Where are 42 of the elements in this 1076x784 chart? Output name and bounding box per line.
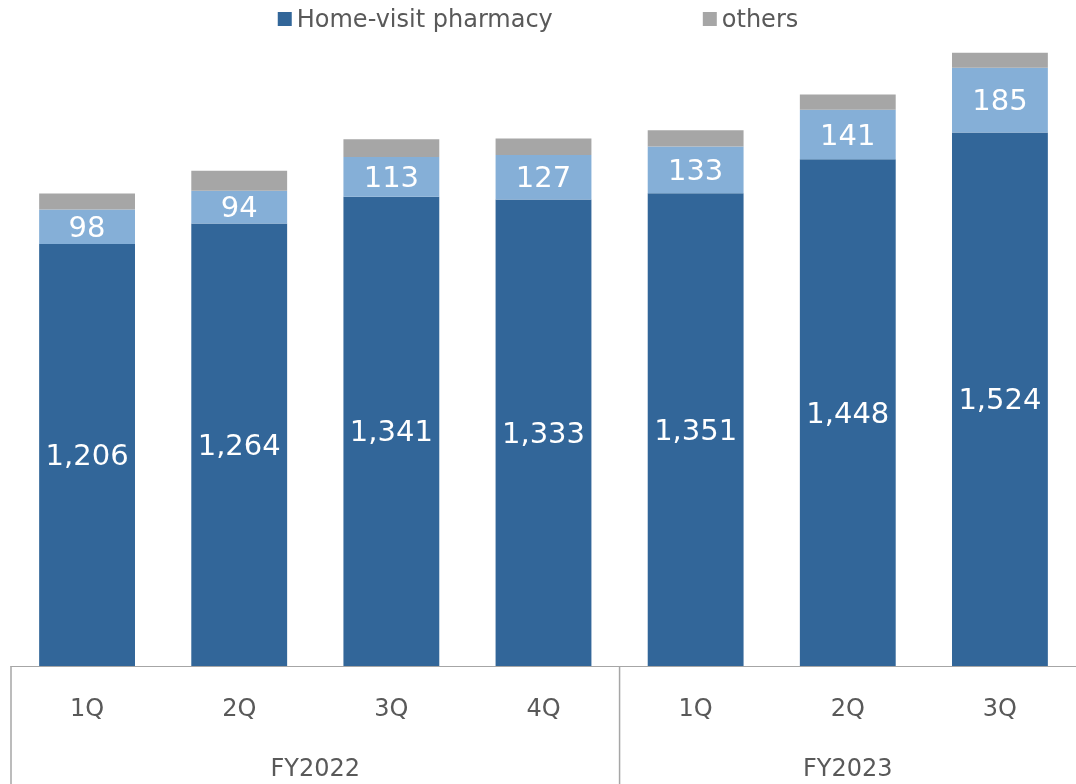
bar bbox=[799, 159, 896, 666]
data-label: 185 bbox=[972, 83, 1028, 118]
data-label: 1,264 bbox=[197, 427, 281, 462]
bar bbox=[191, 223, 288, 666]
x-tick-label: 1Q bbox=[678, 694, 713, 722]
bar bbox=[191, 170, 288, 191]
text: FY2022 bbox=[270, 754, 361, 782]
bar bbox=[495, 199, 592, 666]
data-label: 1,341 bbox=[349, 414, 433, 449]
bar bbox=[952, 52, 1048, 68]
data-label: 141 bbox=[820, 117, 876, 152]
bar bbox=[495, 138, 592, 155]
bar bbox=[647, 193, 744, 666]
bar bbox=[952, 132, 1048, 666]
x-tick-label: 1Q bbox=[69, 694, 105, 722]
x-tick-label: 4Q bbox=[526, 694, 561, 722]
bar bbox=[799, 94, 896, 110]
x-tick-label: 2Q bbox=[222, 694, 257, 722]
bar bbox=[343, 157, 440, 197]
data-label: 133 bbox=[667, 152, 724, 187]
data-label: 127 bbox=[515, 160, 572, 195]
data-label: 1,524 bbox=[958, 382, 1042, 417]
data-label: 94 bbox=[220, 190, 258, 225]
data-label: 1,448 bbox=[806, 395, 890, 430]
text: FY2023 bbox=[803, 754, 893, 782]
bar bbox=[647, 130, 744, 147]
bar bbox=[952, 67, 1048, 133]
bar bbox=[39, 193, 135, 210]
bar bbox=[39, 243, 135, 666]
legend-label: others bbox=[721, 5, 799, 33]
data-label: 1,206 bbox=[45, 437, 129, 472]
bar bbox=[799, 109, 896, 160]
bar bbox=[343, 139, 440, 158]
x-tick-label: 2Q bbox=[830, 694, 865, 722]
data-label: 1,351 bbox=[654, 412, 738, 447]
data-label: 1,333 bbox=[501, 415, 586, 450]
bar bbox=[343, 196, 440, 666]
data-label: 98 bbox=[68, 209, 106, 244]
legend-label: Home-visit pharmacy bbox=[296, 5, 553, 33]
x-tick-label: 3Q bbox=[374, 694, 409, 722]
x-tick-label: 3Q bbox=[982, 694, 1018, 722]
data-label: 113 bbox=[363, 159, 420, 194]
